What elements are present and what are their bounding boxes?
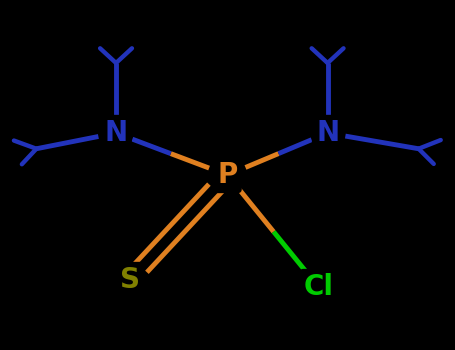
Text: N: N <box>316 119 339 147</box>
Text: Cl: Cl <box>303 273 334 301</box>
Text: N: N <box>105 119 127 147</box>
Text: Cl: Cl <box>303 273 334 301</box>
Text: S: S <box>120 266 140 294</box>
Text: S: S <box>120 266 140 294</box>
Text: N: N <box>316 119 339 147</box>
Text: N: N <box>105 119 127 147</box>
Text: P: P <box>217 161 238 189</box>
Text: P: P <box>217 161 238 189</box>
